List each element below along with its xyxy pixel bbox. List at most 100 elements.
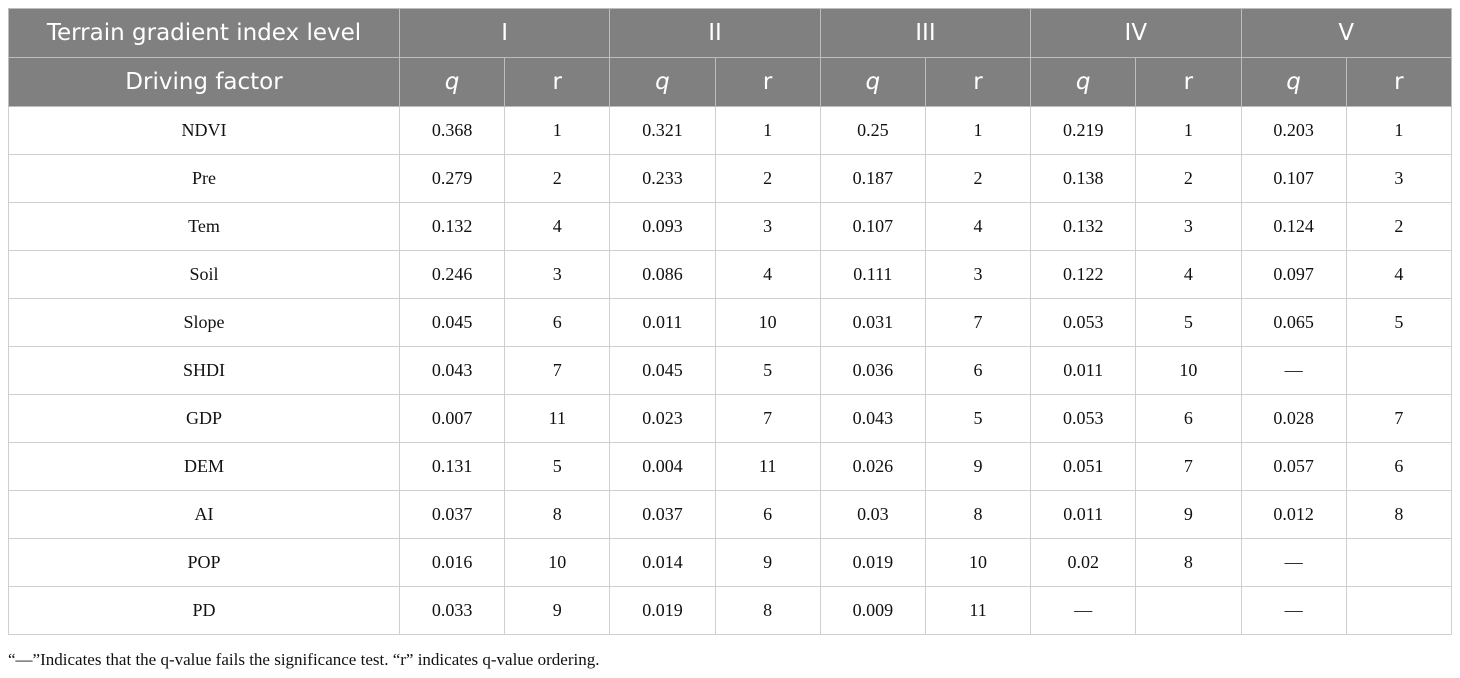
value-cell: 1 [924, 106, 1032, 155]
level-header: V [1240, 8, 1452, 58]
sub-header: r [714, 57, 821, 107]
factor-cell: Soil [8, 250, 400, 299]
value-cell: 0.043 [819, 394, 926, 443]
value-cell: 1 [1135, 106, 1242, 155]
value-cell [1345, 586, 1453, 635]
value-cell: 4 [504, 202, 611, 251]
value-cell: 3 [1135, 202, 1242, 251]
value-cell: 8 [1135, 538, 1242, 587]
value-cell: 0.019 [819, 538, 926, 587]
footnote: “—”Indicates that the q-value fails the … [8, 650, 600, 669]
sub-header: r [1345, 57, 1453, 107]
value-cell: 6 [504, 298, 611, 347]
value-cell: 0.037 [609, 490, 716, 539]
value-cell: 0.045 [398, 298, 506, 347]
value-cell: 5 [504, 442, 611, 491]
value-cell: 5 [714, 346, 821, 395]
factor-cell: DEM [8, 442, 400, 491]
value-cell: 0.011 [1030, 490, 1137, 539]
value-cell: 0.045 [609, 346, 716, 395]
header-row: Driving factor q r q r q r q r q r [8, 57, 1453, 107]
data-row: DEM 0.131 5 0.004 11 0.026 9 0.051 7 0.057 6 [8, 442, 1453, 491]
data-row: AI 0.037 8 0.037 6 0.03 8 0.011 9 0.012 8 [8, 490, 1453, 539]
value-cell: 0.012 [1240, 490, 1347, 539]
table: Terrain gradient index level I II III IV V Dri… [8, 8, 1453, 635]
value-cell: 0.007 [398, 394, 506, 443]
data-row: PD 0.033 9 0.019 8 0.009 11— — [8, 586, 1453, 635]
value-cell: 2 [504, 154, 611, 203]
value-cell: 0.124 [1240, 202, 1347, 251]
value-cell: 0.107 [1240, 154, 1347, 203]
value-cell: 8 [714, 586, 821, 635]
header-row: Terrain gradient index level I II III IV V [8, 8, 1452, 58]
value-cell: 0.028 [1240, 394, 1347, 443]
value-cell: 9 [924, 442, 1032, 491]
value-cell: 0.131 [398, 442, 506, 491]
value-cell: 0.031 [819, 298, 926, 347]
value-cell [1345, 346, 1453, 395]
value-cell: 0.086 [609, 250, 716, 299]
value-cell: 2 [1135, 154, 1242, 203]
value-cell: — [1240, 346, 1347, 395]
value-cell: 11 [924, 586, 1032, 635]
value-cell: 1 [714, 106, 821, 155]
value-cell: — [1030, 586, 1137, 635]
factor-cell: Pre [8, 154, 400, 203]
value-cell: 0.004 [609, 442, 716, 491]
value-cell: 0.203 [1240, 106, 1347, 155]
table-header: Terrain gradient index level I II III IV V Dri… [8, 8, 1453, 107]
value-cell: 0.132 [1030, 202, 1137, 251]
value-cell: 0.011 [1030, 346, 1137, 395]
value-cell: 5 [1135, 298, 1242, 347]
value-cell: 5 [1345, 298, 1453, 347]
data-row: Soil 0.246 3 0.086 4 0.111 3 0.122 4 0.097 4 [8, 250, 1453, 299]
level-label: Terrain gradient index level [8, 8, 400, 58]
factor-cell: NDVI [8, 106, 400, 155]
value-cell: 8 [1345, 490, 1453, 539]
value-cell: 7 [924, 298, 1032, 347]
value-cell: 10 [1135, 346, 1242, 395]
value-cell: 0.033 [398, 586, 506, 635]
level-header: IV [1030, 8, 1242, 58]
factor-cell: GDP [8, 394, 400, 443]
value-cell: 0.053 [1030, 298, 1137, 347]
value-cell: 0.187 [819, 154, 926, 203]
value-cell [1135, 586, 1242, 635]
value-cell: 10 [924, 538, 1032, 587]
value-cell: 0.009 [819, 586, 926, 635]
value-cell: 8 [924, 490, 1032, 539]
value-cell: 0.057 [1240, 442, 1347, 491]
value-cell: 9 [714, 538, 821, 587]
sub-header: q [609, 57, 716, 107]
table-body: NDVI 0.368 1 0.321 1 0.25 1 0.219 1 0.203 1 Pre 0.27… [8, 106, 1453, 635]
value-cell: 6 [1135, 394, 1242, 443]
value-cell: 2 [714, 154, 821, 203]
value-cell: 0.107 [819, 202, 926, 251]
value-cell: 0.02 [1030, 538, 1137, 587]
value-cell: 0.014 [609, 538, 716, 587]
value-cell: 3 [924, 250, 1032, 299]
data-row: SHDI 0.043 7 0.045 5 0.036 6 0.011 10— [8, 346, 1453, 395]
factor-cell: POP [8, 538, 400, 587]
value-cell: 10 [714, 298, 821, 347]
sub-header: r [1135, 57, 1242, 107]
sub-header: q [1030, 57, 1137, 107]
value-cell: — [1240, 586, 1347, 635]
value-cell: 0.321 [609, 106, 716, 155]
level-header: II [609, 8, 821, 58]
value-cell: 6 [714, 490, 821, 539]
value-cell: 0.03 [819, 490, 926, 539]
value-cell: 3 [714, 202, 821, 251]
value-cell: 2 [1345, 202, 1453, 251]
value-cell: 9 [504, 586, 611, 635]
value-cell: 0.132 [398, 202, 506, 251]
data-row: POP 0.016 10 0.014 9 0.019 10 0.02 8— [8, 538, 1453, 587]
value-cell: 0.233 [609, 154, 716, 203]
value-cell: 3 [1345, 154, 1453, 203]
value-cell: 0.016 [398, 538, 506, 587]
value-cell: 7 [504, 346, 611, 395]
value-cell [1345, 538, 1453, 587]
value-cell: 0.246 [398, 250, 506, 299]
value-cell: 10 [504, 538, 611, 587]
